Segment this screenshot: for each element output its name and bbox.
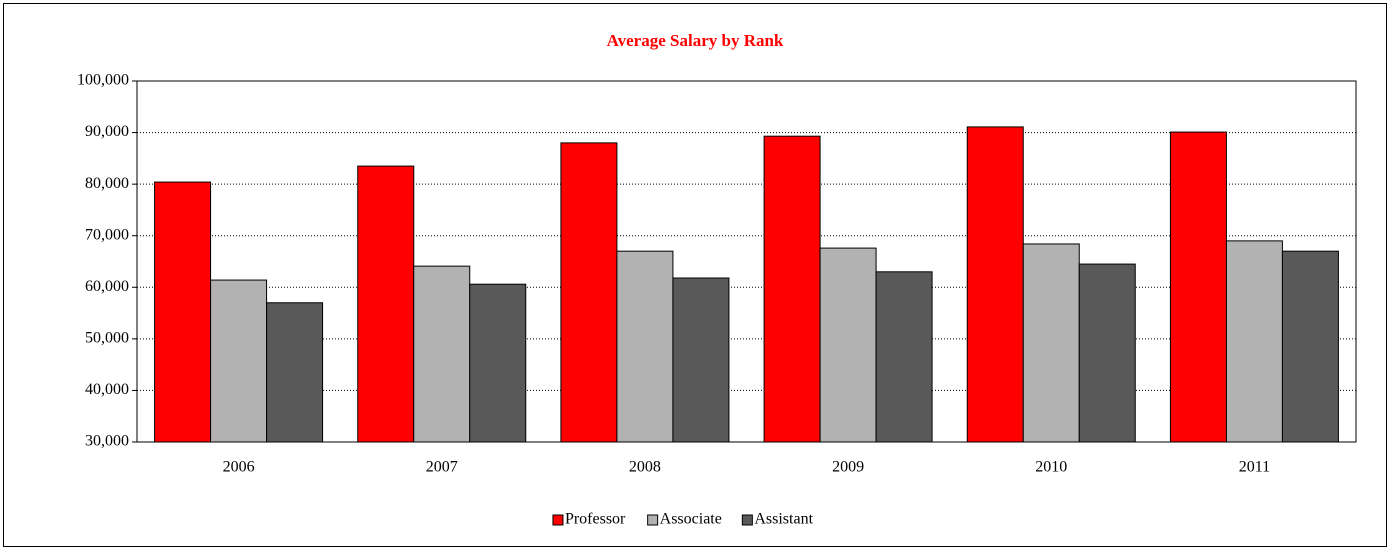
x-tick-label: 2009 bbox=[832, 459, 864, 476]
bar bbox=[1078, 263, 1136, 443]
bar bbox=[763, 135, 821, 443]
legend-label: Assistant bbox=[754, 511, 813, 528]
bar bbox=[875, 271, 933, 443]
bar bbox=[616, 250, 674, 443]
legend-swatch bbox=[741, 514, 753, 526]
y-tick-label: 80,000 bbox=[85, 175, 129, 192]
y-tick-label: 60,000 bbox=[85, 278, 129, 295]
plot-border bbox=[136, 80, 1357, 443]
bar bbox=[469, 283, 527, 443]
legend-swatch bbox=[647, 514, 659, 526]
x-tick-label: 2008 bbox=[629, 459, 661, 476]
bar bbox=[1225, 240, 1283, 443]
y-tick-label: 40,000 bbox=[85, 381, 129, 398]
y-tick-label: 30,000 bbox=[85, 433, 129, 450]
bar bbox=[819, 247, 877, 443]
bar bbox=[1281, 250, 1339, 443]
bar bbox=[560, 142, 618, 443]
x-tick-label: 2006 bbox=[223, 459, 255, 476]
bar bbox=[357, 165, 415, 443]
bar bbox=[1022, 243, 1080, 443]
y-tick-label: 70,000 bbox=[85, 226, 129, 243]
bar bbox=[413, 265, 471, 443]
x-tick-label: 2010 bbox=[1035, 459, 1067, 476]
bar bbox=[210, 279, 268, 443]
bar bbox=[154, 181, 212, 443]
bar bbox=[672, 277, 730, 443]
y-tick-label: 100,000 bbox=[77, 72, 129, 89]
bar bbox=[1169, 131, 1227, 443]
y-tick-label: 90,000 bbox=[85, 123, 129, 140]
x-tick-label: 2011 bbox=[1239, 459, 1270, 476]
legend-label: Professor bbox=[565, 511, 626, 528]
y-tick-label: 50,000 bbox=[85, 330, 129, 347]
legend-swatch bbox=[552, 514, 564, 526]
bar bbox=[266, 302, 324, 443]
legend-label: Associate bbox=[660, 511, 722, 528]
chart-border bbox=[3, 3, 1387, 547]
chart-title: Average Salary by Rank bbox=[607, 31, 784, 50]
x-tick-label: 2007 bbox=[426, 459, 458, 476]
bar bbox=[966, 126, 1024, 443]
